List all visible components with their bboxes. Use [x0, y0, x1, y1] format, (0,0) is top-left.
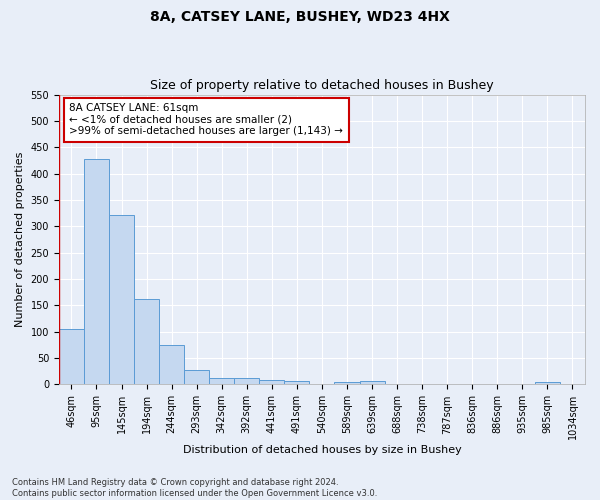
Text: 8A, CATSEY LANE, BUSHEY, WD23 4HX: 8A, CATSEY LANE, BUSHEY, WD23 4HX	[150, 10, 450, 24]
Bar	[535, 382, 560, 384]
Bar	[109, 214, 134, 384]
Bar	[159, 345, 184, 385]
Bar	[59, 329, 84, 384]
Bar	[184, 370, 209, 384]
Bar	[84, 159, 109, 384]
Bar	[359, 382, 385, 384]
X-axis label: Distribution of detached houses by size in Bushey: Distribution of detached houses by size …	[182, 445, 461, 455]
Bar	[334, 382, 359, 384]
Bar	[284, 382, 310, 384]
Bar	[209, 378, 234, 384]
Bar	[134, 298, 159, 384]
Bar	[234, 378, 259, 384]
Text: 8A CATSEY LANE: 61sqm
← <1% of detached houses are smaller (2)
>99% of semi-deta: 8A CATSEY LANE: 61sqm ← <1% of detached …	[70, 104, 343, 136]
Title: Size of property relative to detached houses in Bushey: Size of property relative to detached ho…	[150, 79, 494, 92]
Text: Contains HM Land Registry data © Crown copyright and database right 2024.
Contai: Contains HM Land Registry data © Crown c…	[12, 478, 377, 498]
Y-axis label: Number of detached properties: Number of detached properties	[15, 152, 25, 327]
Bar	[259, 380, 284, 384]
